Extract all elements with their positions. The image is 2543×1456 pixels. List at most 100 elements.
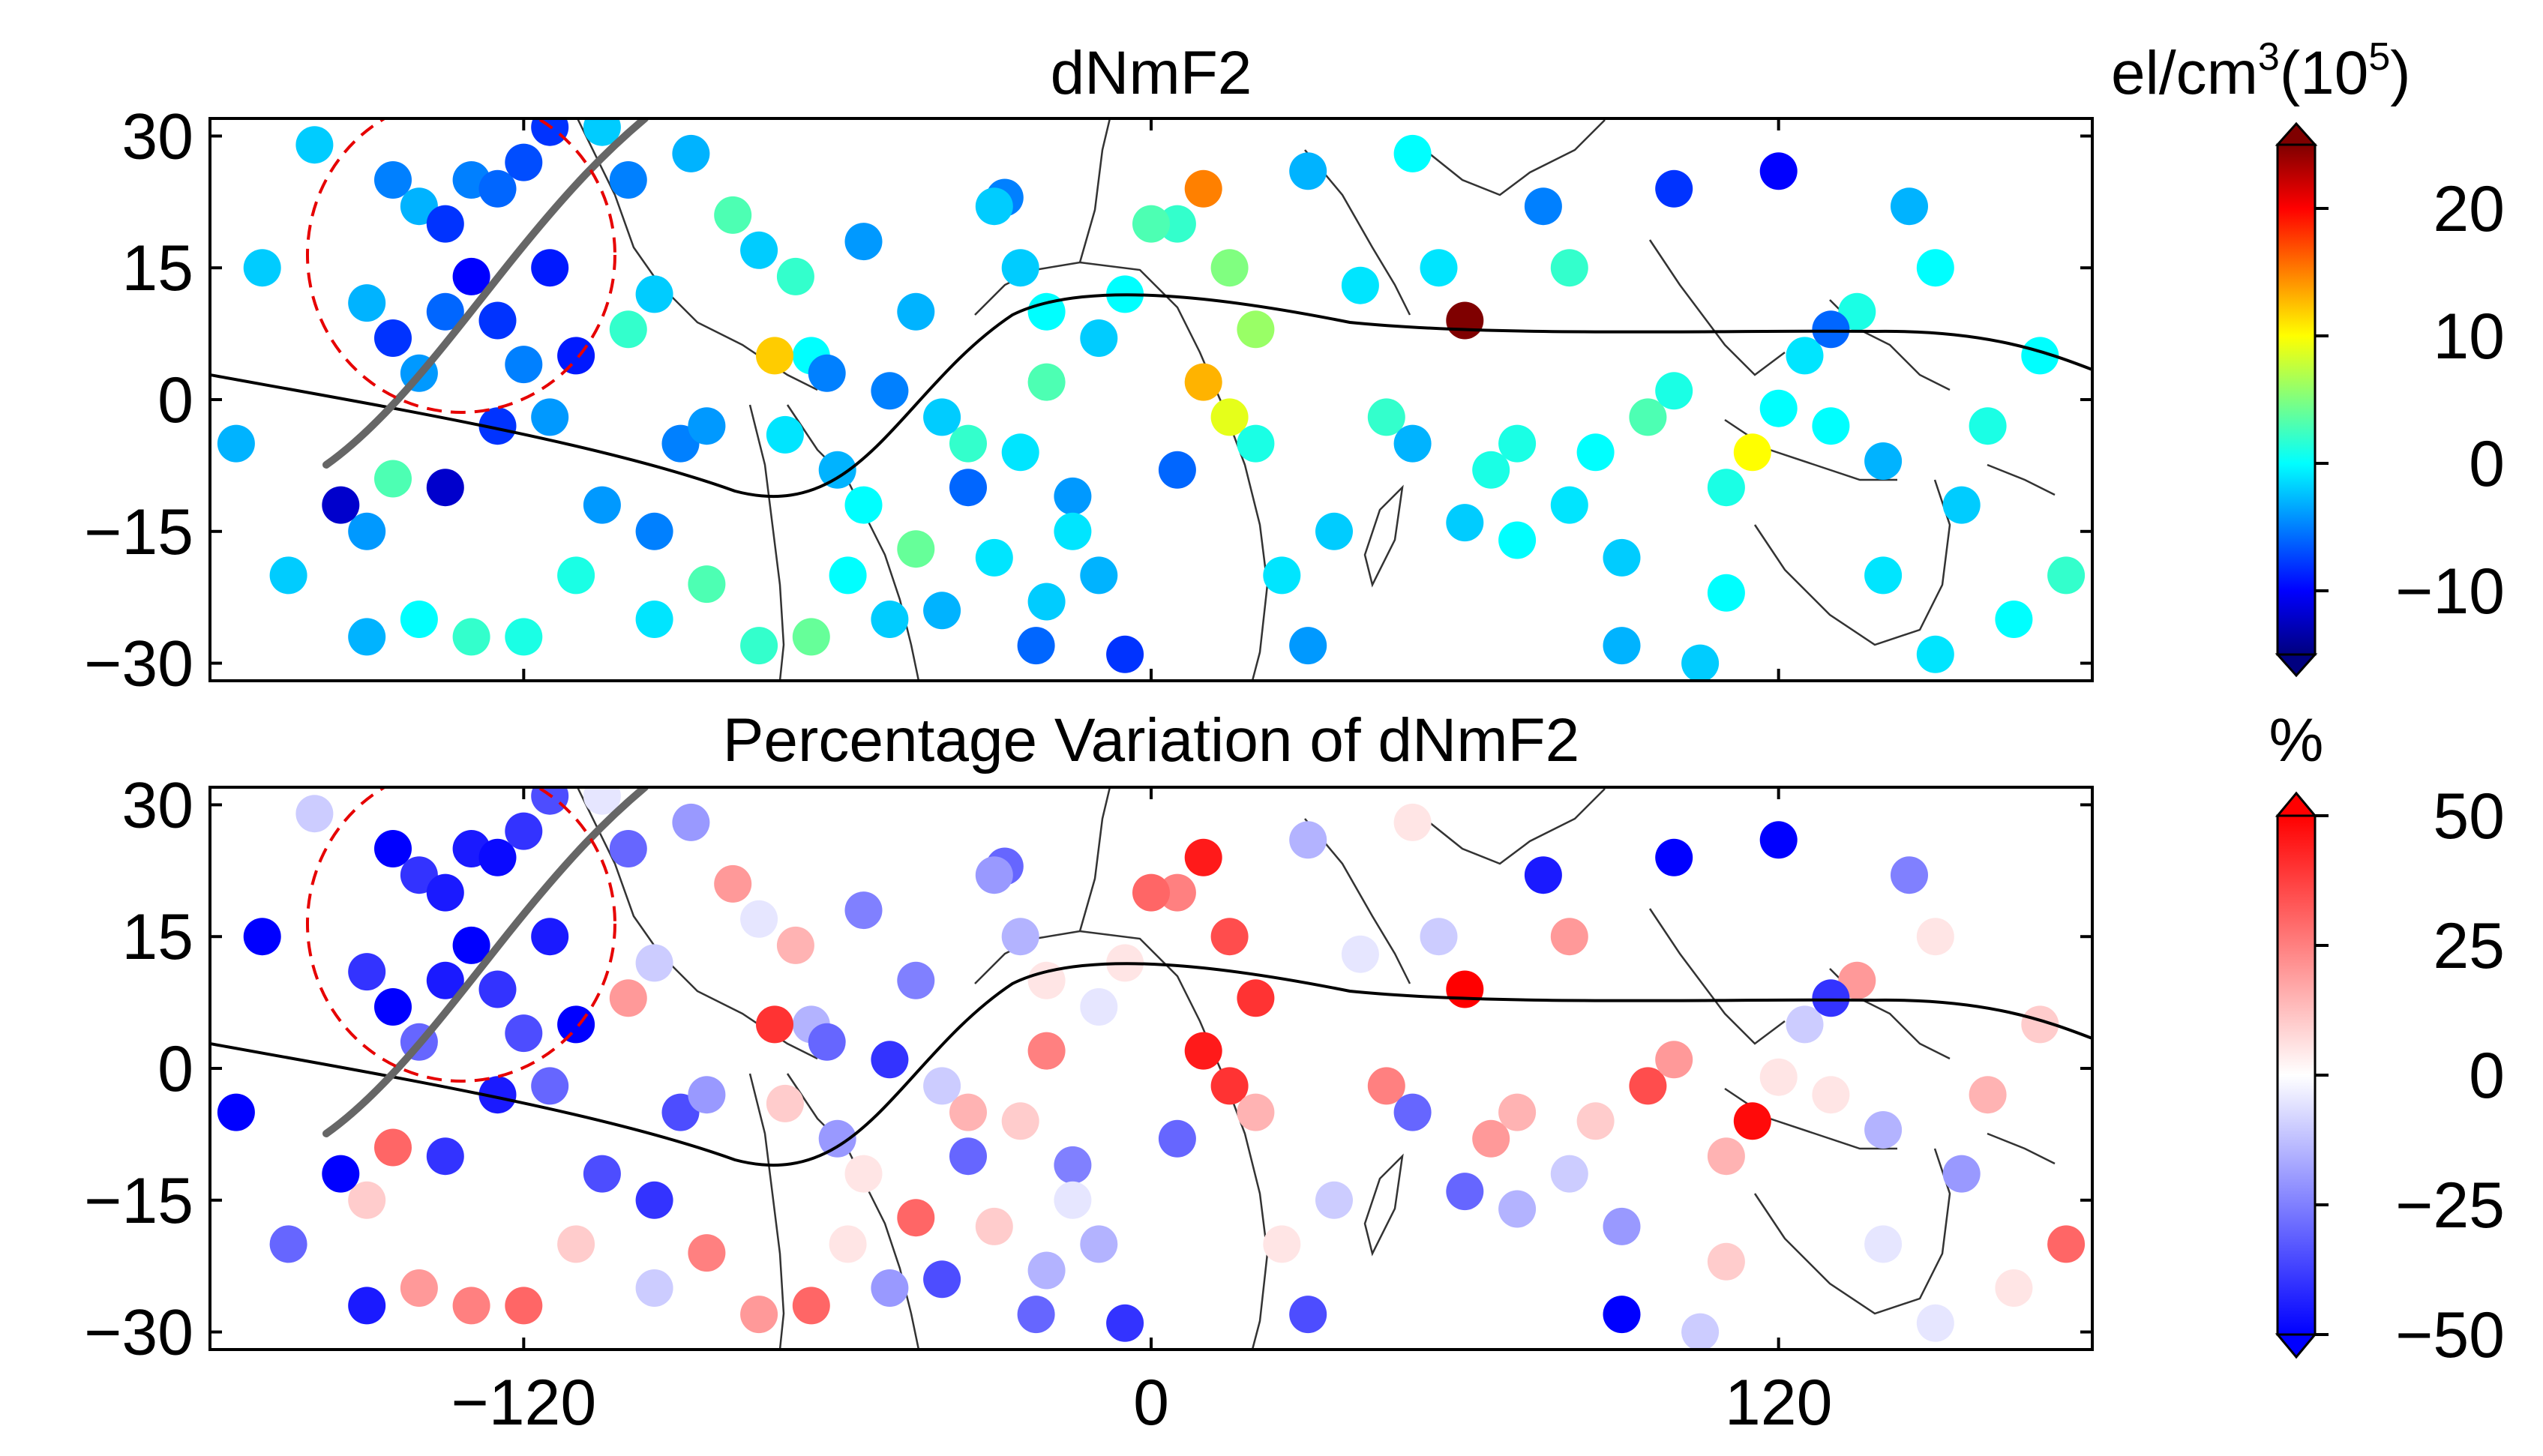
top-point-27 <box>374 460 412 498</box>
bottom-point-110 <box>1446 1173 1484 1211</box>
top-point-5 <box>478 169 517 208</box>
bottom-point-74 <box>1550 918 1588 956</box>
bottom-point-90 <box>1969 1076 2007 1114</box>
bottom-colorbar-label: % <box>2269 706 2324 774</box>
bottom-point-21 <box>269 1225 307 1263</box>
top-point-21 <box>269 556 307 595</box>
top-point-119 <box>1916 635 1954 673</box>
top-point-83 <box>1786 337 1824 375</box>
bottom-points <box>217 787 2086 1350</box>
top-point-42 <box>923 592 961 630</box>
top-colorbar-label: el/cm3(105) <box>2111 35 2411 107</box>
bottom-point-79 <box>1681 1313 1720 1350</box>
bottom-point-34 <box>714 864 752 903</box>
bottom-point-117 <box>1812 979 1850 1017</box>
top-point-104 <box>975 187 1013 226</box>
bottom-point-73 <box>1524 856 1562 894</box>
top-point-30 <box>609 310 647 349</box>
top-point-80 <box>1707 469 1745 507</box>
bottom-ytick-label-1: 15 <box>121 901 193 973</box>
top-point-71 <box>1472 451 1510 489</box>
top-point-55 <box>871 601 909 638</box>
top-point-109 <box>756 337 793 375</box>
top-point-127 <box>1420 249 1458 287</box>
top-point-74 <box>1550 249 1588 287</box>
bottom-point-107 <box>808 1023 846 1061</box>
bottom-point-95 <box>1132 873 1170 912</box>
bottom-point-53 <box>792 1287 830 1325</box>
top-panel: dNmF2 30 15 0 −15 −30 <box>84 35 2505 700</box>
bottom-colorbar-max-arrow <box>2275 791 2318 817</box>
top-point-68 <box>1367 398 1405 436</box>
top-point-17 <box>531 398 569 436</box>
top-point-24 <box>452 618 490 656</box>
top-point-90 <box>1969 407 2007 445</box>
top-point-60 <box>1158 205 1196 243</box>
top-point-36 <box>766 415 804 454</box>
top-point-35 <box>740 231 778 269</box>
bottom-grey-track <box>322 787 649 1137</box>
bottom-point-99 <box>1237 979 1275 1017</box>
top-point-78 <box>1655 169 1693 208</box>
top-point-128 <box>531 249 569 287</box>
bottom-point-104 <box>975 856 1013 894</box>
top-point-31 <box>635 275 673 313</box>
top-point-25 <box>505 618 543 656</box>
bottom-point-57 <box>949 1137 987 1176</box>
bottom-point-59 <box>1017 1296 1055 1334</box>
top-point-92 <box>2021 337 2059 375</box>
bottom-point-111 <box>1498 1190 1537 1228</box>
top-point-107 <box>808 354 846 392</box>
bottom-point-64 <box>1263 1225 1301 1263</box>
top-point-63 <box>1237 424 1275 463</box>
bottom-point-70 <box>1446 970 1484 1008</box>
top-point-75 <box>1576 433 1615 472</box>
top-point-23 <box>400 601 438 638</box>
bottom-point-83 <box>1786 1005 1824 1044</box>
top-point-48 <box>1080 556 1118 595</box>
top-cbar-tick-label-2: 0 <box>2469 428 2505 500</box>
bottom-point-84 <box>1812 1076 1850 1114</box>
top-point-117 <box>1812 310 1850 349</box>
top-point-10 <box>348 284 386 322</box>
bottom-xtick-label-1: 0 <box>1133 1367 1169 1439</box>
bottom-point-14 <box>452 926 490 964</box>
top-point-66 <box>1315 512 1353 550</box>
top-point-26 <box>426 469 464 507</box>
bottom-cbar-tick-label-3: −25 <box>2395 1170 2505 1242</box>
top-point-96 <box>1158 451 1196 489</box>
top-point-115 <box>1707 574 1745 612</box>
top-point-95 <box>1132 205 1170 243</box>
top-grey-track <box>322 118 649 469</box>
bottom-point-19 <box>243 918 281 956</box>
bottom-point-125 <box>1289 1296 1327 1334</box>
bottom-point-35 <box>740 900 778 938</box>
top-colorbar-max-arrow <box>2275 121 2318 146</box>
top-point-105 <box>897 292 935 331</box>
bottom-point-3 <box>426 873 464 912</box>
bottom-point-91 <box>1995 1269 2033 1307</box>
top-cbar-tick-label-1: 10 <box>2433 301 2505 373</box>
top-coastlines <box>576 118 2056 681</box>
top-point-114 <box>1655 372 1693 410</box>
bottom-point-112 <box>1550 1155 1588 1193</box>
top-ytick-label-4: −30 <box>84 628 193 700</box>
top-point-76 <box>1603 538 1641 577</box>
bottom-point-88 <box>1916 918 1954 956</box>
top-point-106 <box>844 486 883 524</box>
bottom-axes: 30 15 0 −15 −30 −120 0 120 <box>84 769 2092 1439</box>
top-point-44 <box>975 538 1013 577</box>
bottom-point-1 <box>374 830 412 867</box>
bottom-point-63 <box>1237 1093 1275 1131</box>
bottom-coastlines <box>576 787 2056 1350</box>
top-cbar-tick-label-3: −10 <box>2395 556 2505 628</box>
bottom-ytick-label-2: 0 <box>157 1033 193 1105</box>
bottom-point-24 <box>452 1287 490 1325</box>
bottom-point-77 <box>1629 1067 1667 1105</box>
top-point-0 <box>295 126 334 164</box>
bottom-point-48 <box>1080 1225 1118 1263</box>
top-point-113 <box>1603 627 1641 665</box>
bottom-point-61 <box>1184 1032 1222 1070</box>
bottom-point-103 <box>1001 918 1039 956</box>
bottom-point-69 <box>1393 803 1432 841</box>
